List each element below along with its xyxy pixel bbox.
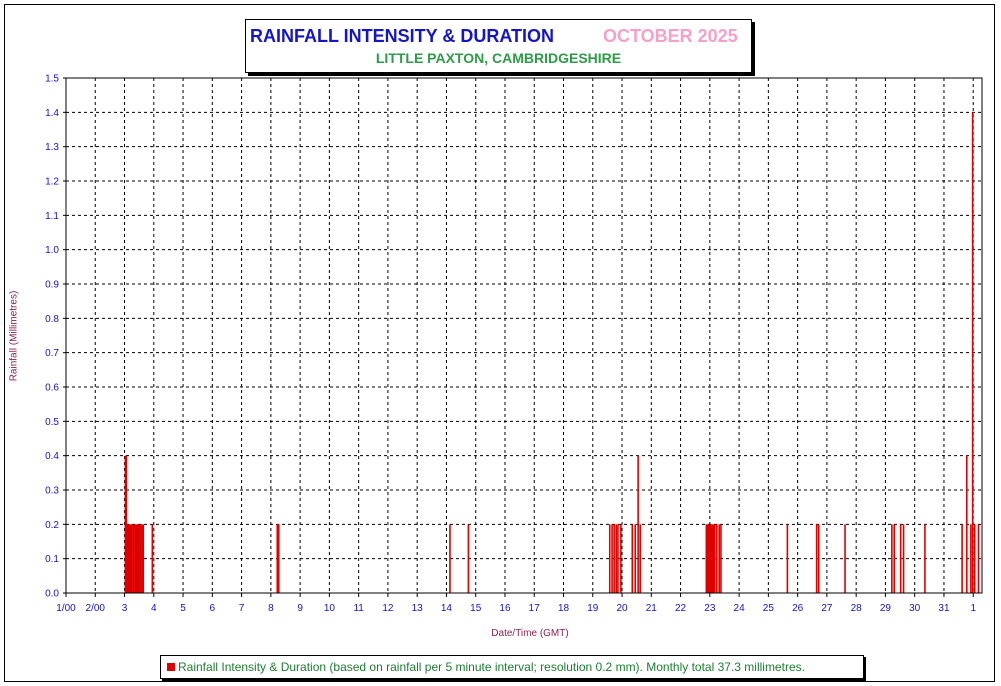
x-axis-label: Date/Time (GMT)	[491, 628, 569, 639]
legend-swatch	[167, 663, 175, 671]
legend: Rainfall Intensity & Duration (based on …	[160, 655, 864, 679]
y-axis-label: Rainfall (Millimetres)	[8, 290, 20, 382]
chart-title: RAINFALL INTENSITY & DURATION	[250, 26, 555, 46]
legend-text: Rainfall Intensity & Duration (based on …	[178, 660, 805, 674]
chart-title-box: RAINFALL INTENSITY & DURATION OCTOBER 20…	[245, 19, 752, 73]
chart-period: OCTOBER 2025	[603, 26, 738, 46]
chart-location: LITTLE PAXTON, CAMBRIDGESHIRE	[375, 50, 622, 66]
chart-frame	[4, 4, 995, 682]
